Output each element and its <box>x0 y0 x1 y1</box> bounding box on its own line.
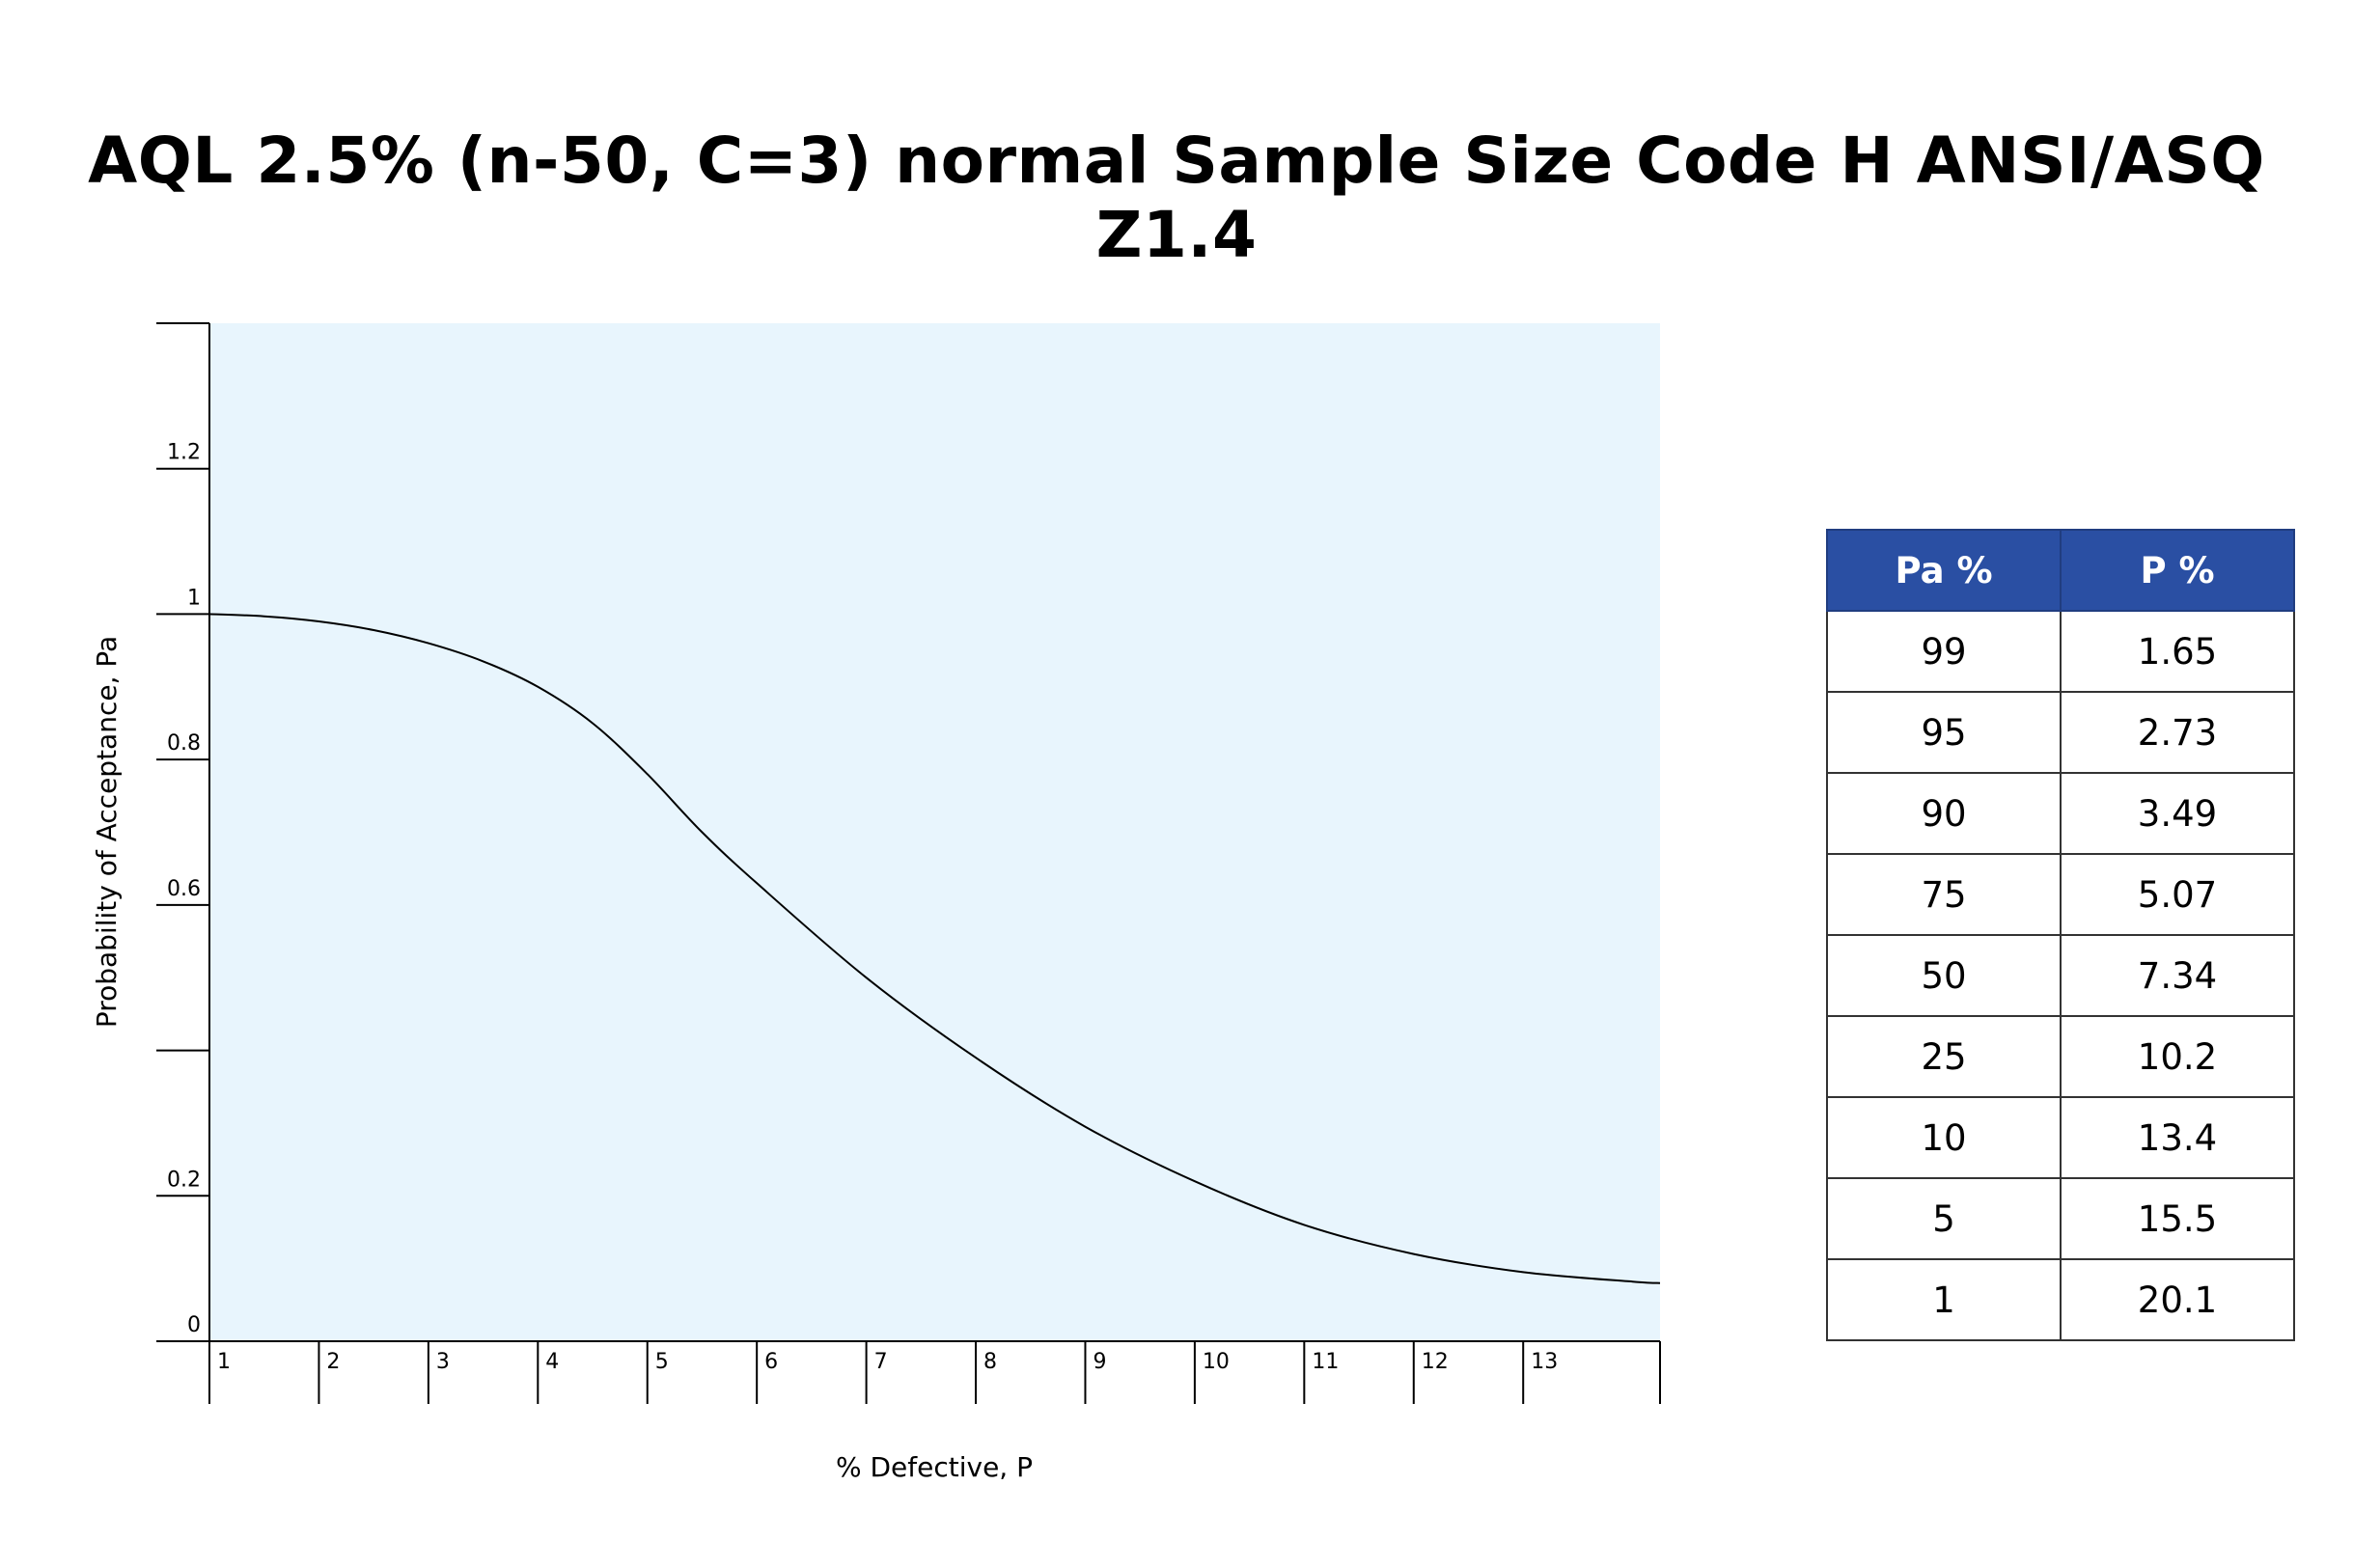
table-header-cell: Pa % <box>1826 529 2062 612</box>
table-cell: 7.34 <box>2060 934 2295 1017</box>
x-tick-label: 4 <box>545 1350 559 1374</box>
table-row: 10 13.4 <box>1826 1096 2295 1179</box>
x-tick-label: 10 <box>1203 1350 1230 1374</box>
table-cell: 50 <box>1826 934 2062 1017</box>
table-body: 99 1.65 95 2.73 90 3.49 75 5.07 50 7.34 25 10.2 10 13… <box>1826 610 2295 1341</box>
table-cell: 99 <box>1826 610 2062 693</box>
table-cell: 25 <box>1826 1015 2062 1098</box>
table-row: 90 3.49 <box>1826 772 2295 855</box>
x-tick-label: 5 <box>655 1350 669 1374</box>
y-tick-label: 0 <box>187 1313 201 1337</box>
table-cell: 20.1 <box>2060 1258 2295 1341</box>
acceptance-table: Pa % P % 99 1.65 95 2.73 90 3.49 75 5.07 50 7.34 25… <box>1826 529 2295 1341</box>
table-cell: 10 <box>1826 1096 2062 1179</box>
x-axis: 1 2 3 4 5 6 7 8 9 10 11 12 13 <box>156 1340 1661 1404</box>
y-tick-label: 0.8 <box>167 731 201 756</box>
x-tick-label: 8 <box>983 1350 997 1374</box>
table-row: 25 10.2 <box>1826 1015 2295 1098</box>
table-cell: 10.2 <box>2060 1015 2295 1098</box>
table-row: 50 7.34 <box>1826 934 2295 1017</box>
x-tick-label: 9 <box>1093 1350 1106 1374</box>
oc-curve-line <box>208 613 1661 1284</box>
chart-title: AQL 2.5% (n-50, C=3) normal Sample Size … <box>88 124 2265 272</box>
table-cell: 95 <box>1826 691 2062 774</box>
table-cell: 90 <box>1826 772 2062 855</box>
table-cell: 75 <box>1826 853 2062 936</box>
table-cell: 3.49 <box>2060 772 2295 855</box>
x-tick-label: 11 <box>1312 1350 1339 1374</box>
x-tick-label: 6 <box>764 1350 778 1374</box>
table-cell: 1 <box>1826 1258 2062 1341</box>
table-row: 99 1.65 <box>1826 610 2295 693</box>
x-tick-label: 1 <box>217 1350 231 1374</box>
table-cell: 15.5 <box>2060 1177 2295 1260</box>
table-row: 5 15.5 <box>1826 1177 2295 1260</box>
table-row: 1 20.1 <box>1826 1258 2295 1341</box>
y-tick-label: 0.2 <box>167 1168 201 1192</box>
y-axis-title: Probability of Acceptance, Pa <box>91 636 123 1028</box>
table-cell: 5.07 <box>2060 853 2295 936</box>
x-tick-label: 2 <box>326 1350 340 1374</box>
y-tick-label: 1.2 <box>167 441 201 465</box>
x-tick-label: 7 <box>874 1350 888 1374</box>
table-row: 75 5.07 <box>1826 853 2295 936</box>
x-tick-label: 3 <box>436 1350 450 1374</box>
x-axis-title: % Defective, P <box>836 1451 1033 1483</box>
y-axis: 0 0.2 0.6 0.8 1 1.2 <box>156 322 210 1342</box>
y-tick-label: 1 <box>187 586 201 610</box>
table-row: 95 2.73 <box>1826 691 2295 774</box>
table-cell: 13.4 <box>2060 1096 2295 1179</box>
table-header-cell: P % <box>2060 529 2295 612</box>
x-tick-label: 13 <box>1531 1350 1558 1374</box>
table-cell: 5 <box>1826 1177 2062 1260</box>
table-cell: 2.73 <box>2060 691 2295 774</box>
x-tick-label: 12 <box>1422 1350 1449 1374</box>
plot-area <box>209 323 1660 1341</box>
acceptance-table-container: Pa % P % 99 1.65 95 2.73 90 3.49 75 5.07 50 7.34 25… <box>1826 529 2295 1341</box>
table-header-row: Pa % P % <box>1826 529 2295 612</box>
table-cell: 1.65 <box>2060 610 2295 693</box>
y-tick-label: 0.6 <box>167 877 201 901</box>
